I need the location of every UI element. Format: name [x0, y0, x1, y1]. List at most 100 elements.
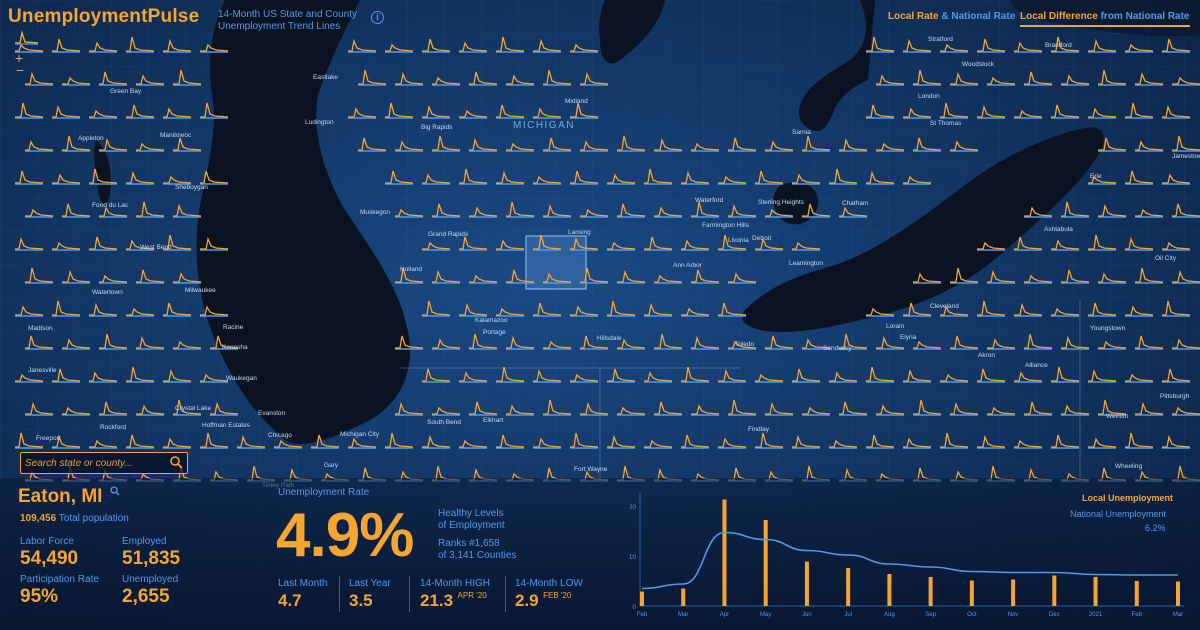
county-sparkline[interactable]	[1172, 406, 1200, 416]
county-sparkline[interactable]	[136, 74, 165, 86]
county-sparkline[interactable]	[866, 36, 895, 53]
county-sparkline[interactable]	[977, 434, 1006, 449]
county-sparkline[interactable]	[395, 208, 424, 218]
county-sparkline[interactable]	[496, 307, 525, 317]
county-sparkline[interactable]	[1125, 373, 1154, 383]
county-sparkline[interactable]	[1135, 71, 1164, 86]
tab-local-difference[interactable]: Local Difference from National Rate	[1020, 11, 1190, 27]
county-sparkline[interactable]	[395, 401, 424, 416]
county-sparkline[interactable]	[728, 340, 757, 350]
county-sparkline[interactable]	[52, 38, 81, 53]
county-sparkline[interactable]	[1162, 38, 1191, 53]
county-sparkline[interactable]	[802, 338, 831, 350]
county-sparkline[interactable]	[913, 137, 942, 152]
county-sparkline[interactable]	[903, 107, 932, 119]
county-sparkline[interactable]	[607, 434, 636, 449]
county-sparkline[interactable]	[469, 333, 498, 350]
county-sparkline[interactable]	[1014, 236, 1043, 251]
county-sparkline[interactable]	[1125, 432, 1154, 449]
county-sparkline[interactable]	[52, 368, 81, 383]
county-sparkline[interactable]	[765, 208, 794, 218]
county-sparkline[interactable]	[1088, 368, 1117, 383]
county-sparkline[interactable]	[395, 71, 424, 86]
county-sparkline[interactable]	[802, 135, 831, 152]
county-sparkline[interactable]	[792, 173, 821, 185]
county-sparkline[interactable]	[89, 439, 118, 449]
county-sparkline[interactable]	[802, 203, 831, 218]
county-sparkline[interactable]	[1125, 102, 1154, 119]
county-sparkline[interactable]	[89, 371, 118, 383]
county-sparkline[interactable]	[1088, 175, 1117, 185]
chart-bar[interactable]	[640, 591, 644, 607]
county-sparkline[interactable]	[348, 38, 377, 53]
county-sparkline[interactable]	[543, 203, 572, 218]
county-sparkline[interactable]	[617, 406, 646, 416]
county-sparkline[interactable]	[543, 69, 572, 86]
county-sparkline[interactable]	[1162, 368, 1191, 383]
county-sparkline[interactable]	[200, 432, 229, 449]
county-sparkline[interactable]	[395, 335, 424, 350]
county-sparkline[interactable]	[52, 300, 81, 317]
chart-bar[interactable]	[969, 580, 974, 607]
county-sparkline[interactable]	[52, 173, 81, 185]
county-sparkline[interactable]	[136, 142, 165, 152]
county-sparkline[interactable]	[1135, 267, 1164, 284]
county-sparkline[interactable]	[533, 368, 562, 383]
county-sparkline[interactable]	[580, 335, 609, 350]
county-sparkline[interactable]	[432, 269, 461, 284]
chart-bar[interactable]	[763, 520, 768, 606]
county-sparkline[interactable]	[163, 437, 192, 449]
county-sparkline[interactable]	[136, 269, 165, 284]
county-sparkline[interactable]	[829, 439, 858, 449]
county-sparkline[interactable]	[570, 373, 599, 383]
county-sparkline[interactable]	[25, 335, 54, 350]
chart-bar[interactable]	[1052, 575, 1057, 607]
county-sparkline[interactable]	[432, 406, 461, 416]
county-sparkline[interactable]	[422, 434, 451, 449]
county-sparkline[interactable]	[1098, 69, 1127, 86]
county-sparkline[interactable]	[728, 272, 757, 284]
county-sparkline[interactable]	[459, 371, 488, 383]
county-sparkline[interactable]	[395, 267, 424, 284]
county-sparkline[interactable]	[173, 340, 202, 350]
county-sparkline[interactable]	[496, 434, 525, 449]
county-sparkline[interactable]	[469, 274, 498, 284]
county-sparkline[interactable]	[126, 434, 155, 449]
search-input[interactable]	[21, 453, 165, 473]
county-sparkline[interactable]	[977, 300, 1006, 317]
county-sparkline[interactable]	[681, 307, 710, 317]
county-sparkline[interactable]	[654, 274, 683, 284]
county-sparkline[interactable]	[459, 236, 488, 251]
county-sparkline[interactable]	[1162, 434, 1191, 449]
county-sparkline[interactable]	[1088, 302, 1117, 317]
county-sparkline[interactable]	[1172, 338, 1200, 350]
county-sparkline[interactable]	[62, 203, 91, 218]
county-sparkline[interactable]	[903, 175, 932, 185]
county-sparkline[interactable]	[950, 71, 979, 86]
county-sparkline[interactable]	[200, 373, 229, 383]
county-sparkline[interactable]	[1051, 366, 1080, 383]
county-sparkline[interactable]	[1051, 434, 1080, 449]
county-sparkline[interactable]	[792, 241, 821, 251]
county-sparkline[interactable]	[755, 170, 784, 185]
county-sparkline[interactable]	[570, 170, 599, 185]
county-sparkline[interactable]	[1088, 38, 1117, 53]
county-sparkline[interactable]	[136, 335, 165, 350]
county-sparkline[interactable]	[681, 434, 710, 449]
county-sparkline[interactable]	[99, 137, 128, 152]
chart-bar[interactable]	[722, 499, 727, 607]
county-sparkline[interactable]	[580, 208, 609, 218]
county-sparkline[interactable]	[15, 373, 44, 383]
county-sparkline[interactable]	[533, 175, 562, 185]
county-sparkline[interactable]	[62, 406, 91, 416]
county-sparkline[interactable]	[210, 401, 239, 416]
county-sparkline[interactable]	[570, 236, 599, 251]
county-sparkline[interactable]	[200, 43, 229, 53]
county-sparkline[interactable]	[755, 432, 784, 449]
county-sparkline[interactable]	[1061, 269, 1090, 284]
county-sparkline[interactable]	[348, 437, 377, 449]
county-sparkline[interactable]	[89, 302, 118, 317]
county-sparkline[interactable]	[940, 373, 969, 383]
county-sparkline[interactable]	[126, 239, 155, 251]
zoom-in-button[interactable]: +	[15, 50, 24, 66]
